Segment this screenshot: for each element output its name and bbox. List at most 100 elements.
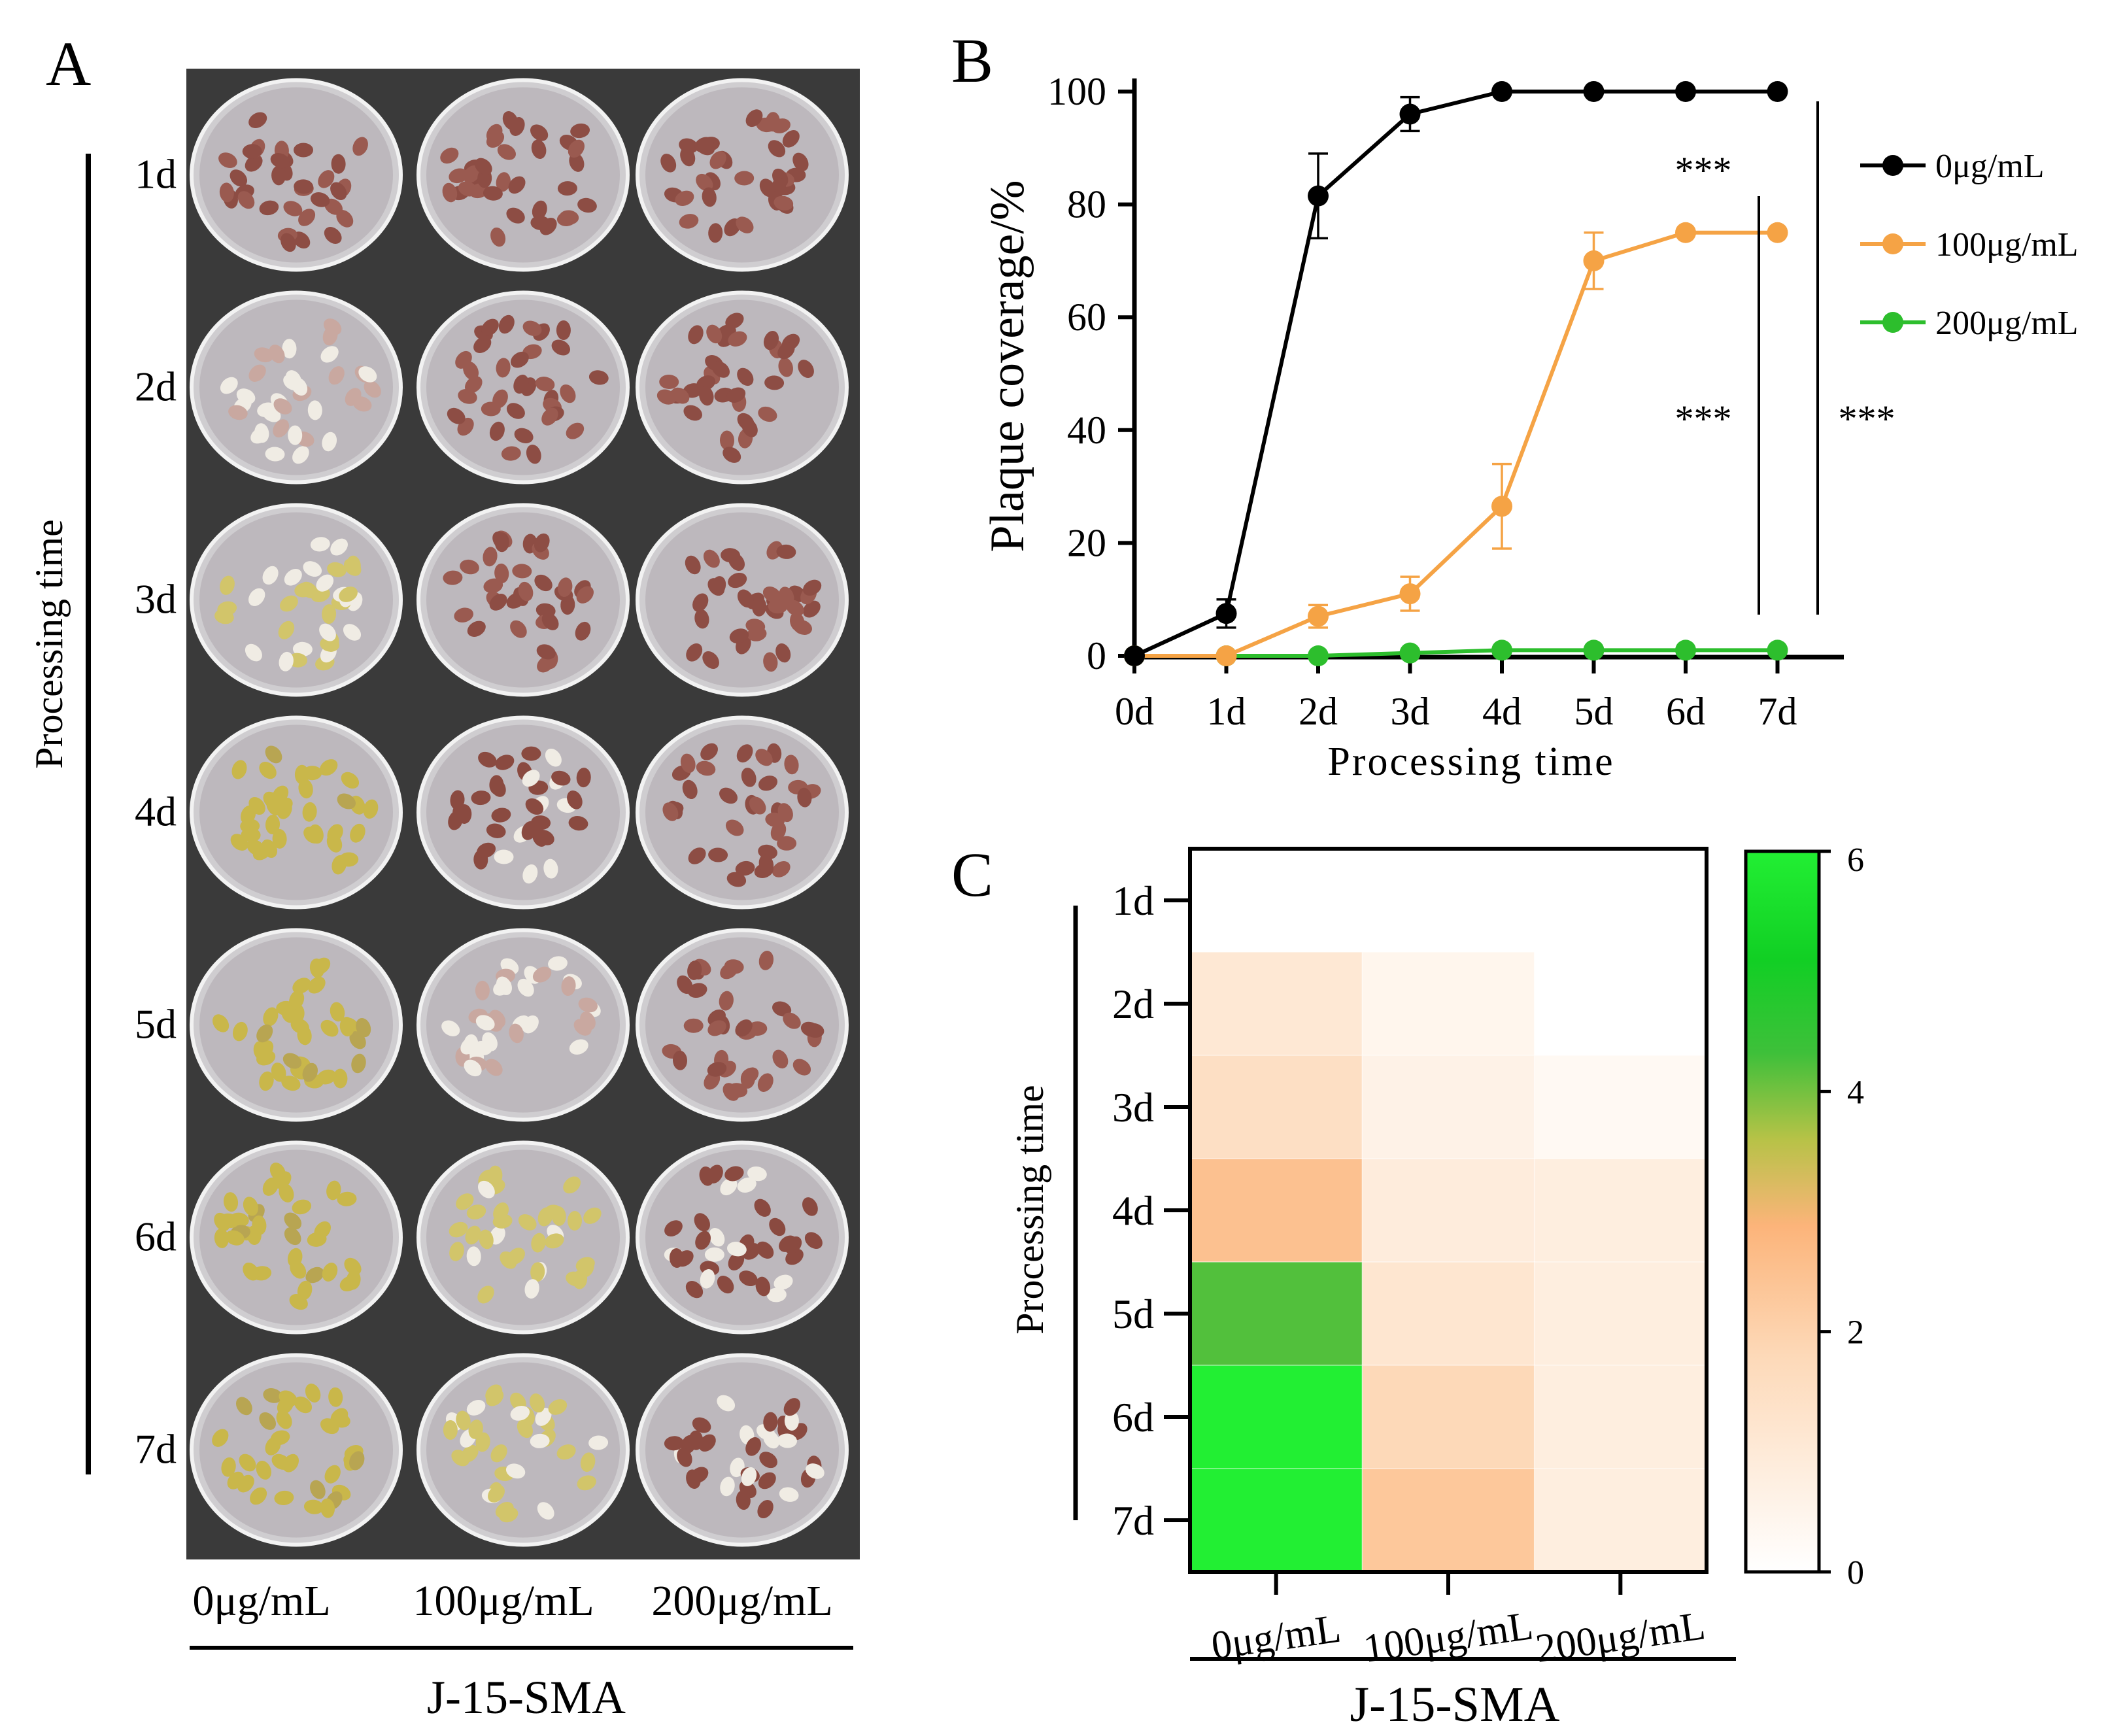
seed (777, 1433, 797, 1448)
seed (291, 377, 308, 396)
seed (460, 559, 479, 575)
seed (496, 172, 511, 192)
seed (522, 864, 538, 884)
seed (349, 1031, 366, 1049)
seed (785, 1236, 802, 1254)
seed (212, 1014, 230, 1032)
panel-a: A Processing time 1d 2d 3d 4d 5d 6d 7d 0μg/mL 1… (27, 29, 860, 1724)
seed (728, 331, 747, 347)
seed (806, 1463, 824, 1479)
seed (488, 1485, 505, 1503)
seed (339, 852, 359, 867)
seed (803, 600, 821, 618)
seed (522, 770, 540, 787)
legend-swatch-marker (1882, 155, 1903, 176)
seed (320, 1019, 339, 1037)
seed (802, 579, 822, 596)
heatmap-cell (1533, 848, 1708, 953)
seed (737, 1177, 756, 1193)
seed (464, 1059, 482, 1077)
y-axis-title: Plaque coverage/% (981, 180, 1034, 552)
seed (443, 1420, 458, 1440)
seed (567, 790, 583, 809)
seed (576, 586, 594, 604)
seed (501, 446, 521, 461)
heatmap-group-label: J-15-SMA (1350, 1677, 1560, 1732)
seed (687, 983, 707, 998)
seed (273, 398, 292, 415)
seed (344, 1257, 362, 1276)
seed (271, 165, 286, 186)
seed (568, 815, 588, 831)
seed (570, 123, 590, 139)
seed (352, 396, 372, 412)
seed (290, 1018, 310, 1034)
seed (537, 1502, 554, 1520)
heatmap-row-label: 7d (1112, 1497, 1154, 1544)
panel-a-group-label: J-15-SMA (427, 1671, 626, 1724)
column-label: 100μg/mL (413, 1577, 594, 1625)
seed (724, 1166, 744, 1182)
seed (319, 623, 336, 641)
seed (212, 1429, 229, 1447)
seed (494, 563, 509, 583)
petri-dish (416, 78, 630, 272)
x-axis-title: Processing time (1327, 740, 1614, 784)
heatmap-cell (1189, 848, 1363, 953)
seed (532, 200, 547, 220)
seed (722, 1083, 740, 1101)
seed (330, 538, 348, 556)
seed (278, 621, 295, 639)
seed (498, 315, 515, 334)
seed (696, 760, 716, 776)
seed (764, 375, 785, 390)
seed (779, 1487, 799, 1502)
seed (243, 1197, 258, 1216)
seed (307, 976, 326, 994)
seed (677, 1448, 692, 1467)
heatmap-cell (1361, 1468, 1535, 1573)
seed (464, 1034, 479, 1054)
seed (314, 1221, 332, 1239)
seed (532, 966, 552, 983)
seed (569, 152, 585, 172)
seed (461, 1444, 479, 1463)
seed (223, 1192, 239, 1212)
heatmap-row-label: 1d (1112, 877, 1154, 924)
seed (305, 1384, 321, 1403)
seed (695, 1231, 711, 1250)
y-tick-label: 60 (1067, 296, 1106, 339)
seed (692, 1417, 711, 1433)
seed (259, 1412, 277, 1430)
sig-label-1: *** (1675, 149, 1732, 192)
petri-dish (190, 715, 403, 910)
seed (792, 152, 809, 171)
seed (660, 154, 677, 173)
legend-swatch-marker (1882, 233, 1903, 254)
row-label: 6d (135, 1214, 177, 1260)
seed (772, 1049, 789, 1069)
seed (709, 1227, 725, 1247)
seed (741, 1467, 757, 1486)
seed (363, 799, 379, 819)
seed (322, 604, 337, 624)
seed (669, 1248, 684, 1268)
colorbar-tick-label: 2 (1847, 1314, 1864, 1352)
seed (561, 976, 576, 996)
seed (463, 165, 481, 183)
seed (792, 1059, 811, 1076)
seed (294, 764, 309, 785)
panel-b: B 0 20 40 60 80 100 0d 1d 2d 3d 4d 5d 6d 7d Plaque c… (951, 26, 2079, 784)
seed (303, 561, 322, 577)
seed (279, 651, 294, 672)
y-tick-label: 0 (1087, 634, 1106, 677)
seed (735, 1019, 753, 1037)
x-tick-label: 6d (1666, 690, 1705, 733)
seed (763, 652, 778, 672)
petri-dish (636, 503, 849, 697)
seed (765, 812, 785, 827)
seed (757, 1073, 774, 1092)
seed (259, 762, 277, 779)
seed (494, 849, 514, 864)
y-tick-label: 80 (1067, 183, 1106, 226)
